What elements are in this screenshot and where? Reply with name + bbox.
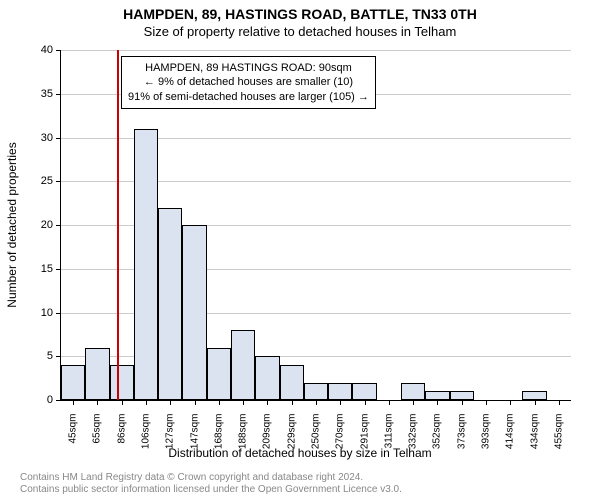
- xtick-mark: [97, 400, 98, 405]
- histogram-bar: [255, 356, 279, 400]
- ytick-mark: [56, 181, 61, 182]
- xtick-mark: [437, 400, 438, 405]
- ytick-mark: [56, 94, 61, 95]
- chart-title-main: HAMPDEN, 89, HASTINGS ROAD, BATTLE, TN33…: [0, 6, 600, 22]
- xtick-mark: [486, 400, 487, 405]
- ytick-mark: [56, 313, 61, 314]
- xtick-mark: [73, 400, 74, 405]
- x-axis-label: Distribution of detached houses by size …: [0, 446, 600, 460]
- chart-container: HAMPDEN, 89, HASTINGS ROAD, BATTLE, TN33…: [0, 0, 600, 500]
- histogram-bar: [328, 383, 352, 401]
- xtick-mark: [243, 400, 244, 405]
- ytick-label: 35: [3, 88, 53, 100]
- histogram-bar: [85, 348, 109, 401]
- footer-line-1: Contains HM Land Registry data © Crown c…: [20, 472, 402, 484]
- ytick-label: 40: [3, 44, 53, 56]
- histogram-bar: [134, 129, 158, 400]
- xtick-mark: [219, 400, 220, 405]
- gridline: [61, 50, 571, 51]
- ytick-label: 30: [3, 132, 53, 144]
- ytick-mark: [56, 269, 61, 270]
- histogram-bar: [522, 391, 546, 400]
- annotation-line: ← 9% of detached houses are smaller (10): [128, 75, 369, 89]
- xtick-mark: [535, 400, 536, 405]
- ytick-label: 0: [3, 394, 53, 406]
- histogram-bar: [280, 365, 304, 400]
- ytick-label: 20: [3, 219, 53, 231]
- ytick-label: 5: [3, 350, 53, 362]
- indicator-line: [117, 50, 119, 400]
- xtick-mark: [316, 400, 317, 405]
- ytick-label: 25: [3, 175, 53, 187]
- histogram-bar: [450, 391, 474, 400]
- xtick-mark: [122, 400, 123, 405]
- chart-title-sub: Size of property relative to detached ho…: [0, 24, 600, 39]
- footer-credits: Contains HM Land Registry data © Crown c…: [20, 472, 402, 496]
- ytick-mark: [56, 225, 61, 226]
- xtick-mark: [170, 400, 171, 405]
- ytick-mark: [56, 138, 61, 139]
- histogram-bar: [352, 383, 376, 401]
- histogram-bar: [61, 365, 85, 400]
- xtick-mark: [413, 400, 414, 405]
- histogram-bar: [110, 365, 134, 400]
- histogram-bar: [425, 391, 449, 400]
- xtick-mark: [559, 400, 560, 405]
- xtick-mark: [510, 400, 511, 405]
- histogram-bar: [182, 225, 206, 400]
- annotation-box: HAMPDEN, 89 HASTINGS ROAD: 90sqm← 9% of …: [121, 56, 376, 109]
- xtick-mark: [389, 400, 390, 405]
- xtick-mark: [195, 400, 196, 405]
- ytick-mark: [56, 356, 61, 357]
- histogram-bar: [231, 330, 255, 400]
- xtick-mark: [146, 400, 147, 405]
- histogram-bar: [401, 383, 425, 401]
- ytick-label: 15: [3, 263, 53, 275]
- histogram-bar: [207, 348, 231, 401]
- xtick-mark: [365, 400, 366, 405]
- xtick-mark: [340, 400, 341, 405]
- plot-area: 051015202530354045sqm65sqm86sqm106sqm127…: [60, 50, 571, 401]
- annotation-line: HAMPDEN, 89 HASTINGS ROAD: 90sqm: [128, 61, 369, 75]
- histogram-bar: [304, 383, 328, 401]
- footer-line-2: Contains public sector information licen…: [20, 484, 402, 496]
- xtick-mark: [267, 400, 268, 405]
- xtick-mark: [462, 400, 463, 405]
- histogram-bar: [158, 208, 182, 401]
- ytick-mark: [56, 400, 61, 401]
- ytick-label: 10: [3, 307, 53, 319]
- xtick-mark: [292, 400, 293, 405]
- annotation-line: 91% of semi-detached houses are larger (…: [128, 90, 369, 104]
- ytick-mark: [56, 50, 61, 51]
